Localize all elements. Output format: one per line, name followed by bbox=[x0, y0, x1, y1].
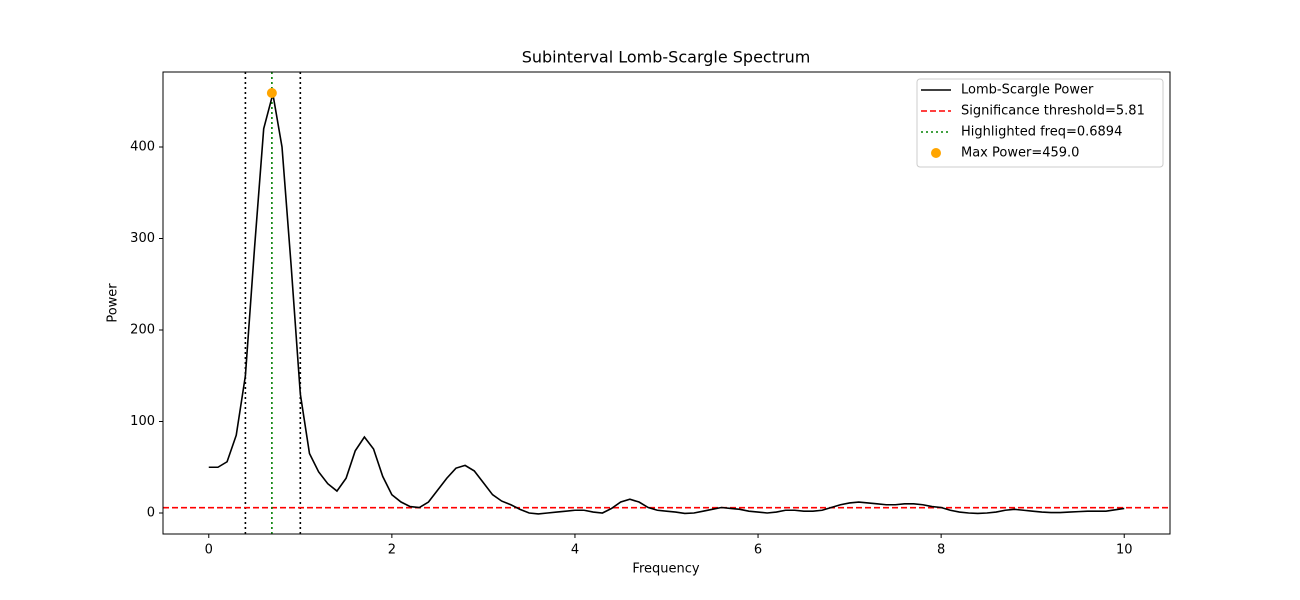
x-axis-label: Frequency bbox=[632, 562, 699, 577]
x-tick-label: 8 bbox=[937, 543, 945, 558]
y-tick-label: 300 bbox=[130, 231, 155, 246]
x-tick-label: 0 bbox=[205, 543, 213, 558]
legend-box bbox=[916, 78, 1164, 168]
chart-title: Subinterval Lomb-Scargle Spectrum bbox=[522, 48, 811, 67]
legend-label: Significance threshold=5.81 bbox=[961, 104, 1145, 119]
legend-label: Highlighted freq=0.6894 bbox=[961, 125, 1122, 140]
max-point bbox=[266, 88, 277, 98]
data-line bbox=[208, 93, 1125, 515]
legend-swatch bbox=[931, 148, 941, 158]
y-tick-label: 100 bbox=[130, 414, 155, 429]
x-tick-label: 6 bbox=[754, 543, 762, 558]
x-tick-label: 10 bbox=[1116, 543, 1133, 558]
x-tick-label: 4 bbox=[571, 543, 579, 558]
y-tick-label: 0 bbox=[147, 506, 155, 521]
legend-label: Max Power=459.0 bbox=[961, 146, 1079, 161]
legend-label: Lomb-Scargle Power bbox=[961, 83, 1094, 98]
y-tick-label: 400 bbox=[130, 139, 155, 154]
x-tick-label: 2 bbox=[388, 543, 396, 558]
y-axis-label: Power bbox=[106, 283, 121, 323]
axes-frame bbox=[162, 71, 1171, 535]
plot-content bbox=[163, 72, 1170, 534]
y-tick-label: 200 bbox=[130, 322, 155, 337]
